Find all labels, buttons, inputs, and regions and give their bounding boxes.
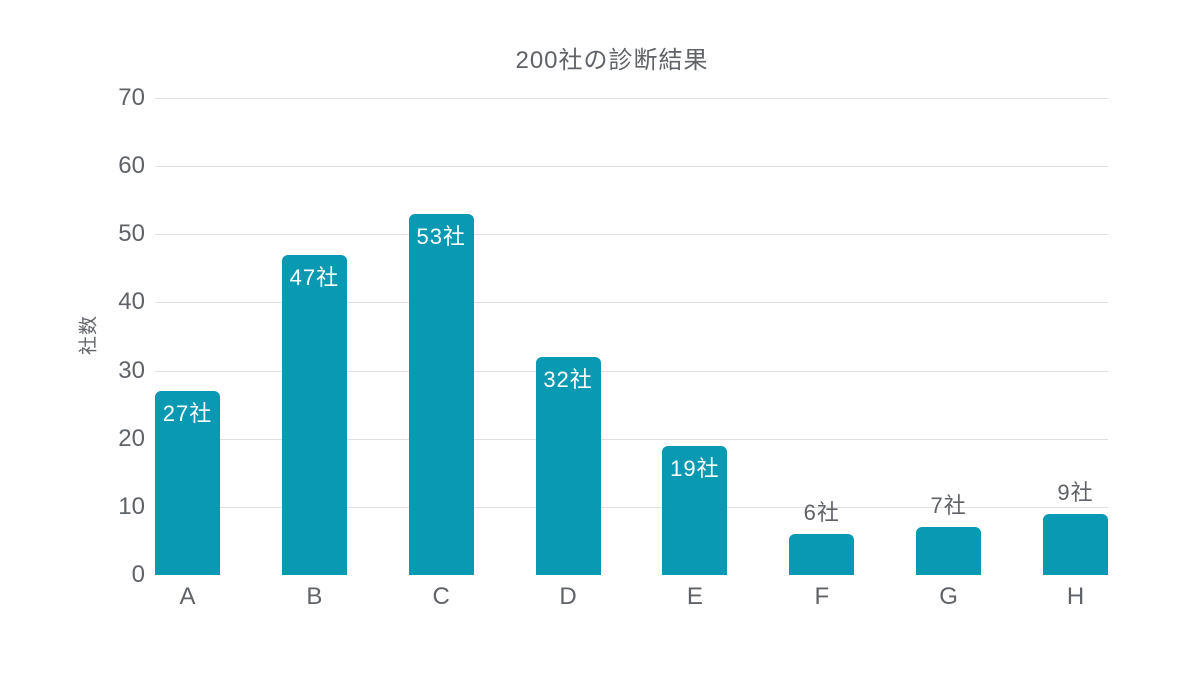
- bar-H: [1043, 513, 1108, 575]
- bar-value-label-H: 9社: [1057, 479, 1094, 505]
- x-tick-C: C: [432, 583, 450, 610]
- bar-value-label-D: 32社: [543, 366, 593, 392]
- plot-area: 27社 A 47社 B 53社 C 32社 D 19社 E 6社 F 7社 G 9社 H: [155, 98, 1108, 610]
- bar-value-label-A: 27社: [162, 401, 213, 426]
- x-tick-B: B: [306, 583, 323, 610]
- gridline-20: [155, 438, 1108, 440]
- y-tick-10: 10: [118, 492, 145, 520]
- gridline-10: [155, 506, 1108, 508]
- bar-value-label-G: 7社: [930, 493, 967, 519]
- gridline-50: [155, 234, 1108, 236]
- y-tick-20: 20: [118, 424, 145, 452]
- bar-value-label-E: 19社: [670, 455, 720, 481]
- chart-title: 200社の診断結果: [515, 47, 709, 74]
- bar-G: [916, 527, 982, 575]
- gridline-40: [155, 302, 1108, 304]
- y-tick-70: 70: [118, 84, 145, 111]
- x-tick-G: G: [939, 583, 958, 610]
- bar-C: [408, 213, 474, 575]
- gridline-30: [155, 370, 1108, 372]
- x-tick-E: E: [686, 583, 703, 610]
- x-tick-F: F: [814, 583, 830, 610]
- y-tick-30: 30: [118, 356, 145, 384]
- y-tick-50: 50: [118, 220, 145, 248]
- y-tick-0: 0: [131, 561, 145, 588]
- bar-F: [789, 534, 855, 575]
- x-tick-H: H: [1066, 583, 1085, 610]
- y-tick-60: 60: [118, 152, 145, 180]
- bar-D: [535, 356, 601, 575]
- gridline-70: [155, 98, 1108, 99]
- x-tick-A: A: [179, 583, 196, 610]
- bar-value-label-C: 53社: [416, 223, 466, 249]
- y-tick-40: 40: [118, 288, 145, 316]
- bar-value-label-F: 6社: [803, 500, 840, 526]
- bar-E: [662, 445, 728, 575]
- x-tick-D: D: [559, 583, 577, 610]
- bar-value-label-B: 47社: [289, 264, 340, 290]
- bar-A: [155, 391, 220, 575]
- gridline-60: [155, 166, 1108, 168]
- y-axis-title: 社数: [78, 314, 100, 356]
- bar-B: [281, 254, 347, 575]
